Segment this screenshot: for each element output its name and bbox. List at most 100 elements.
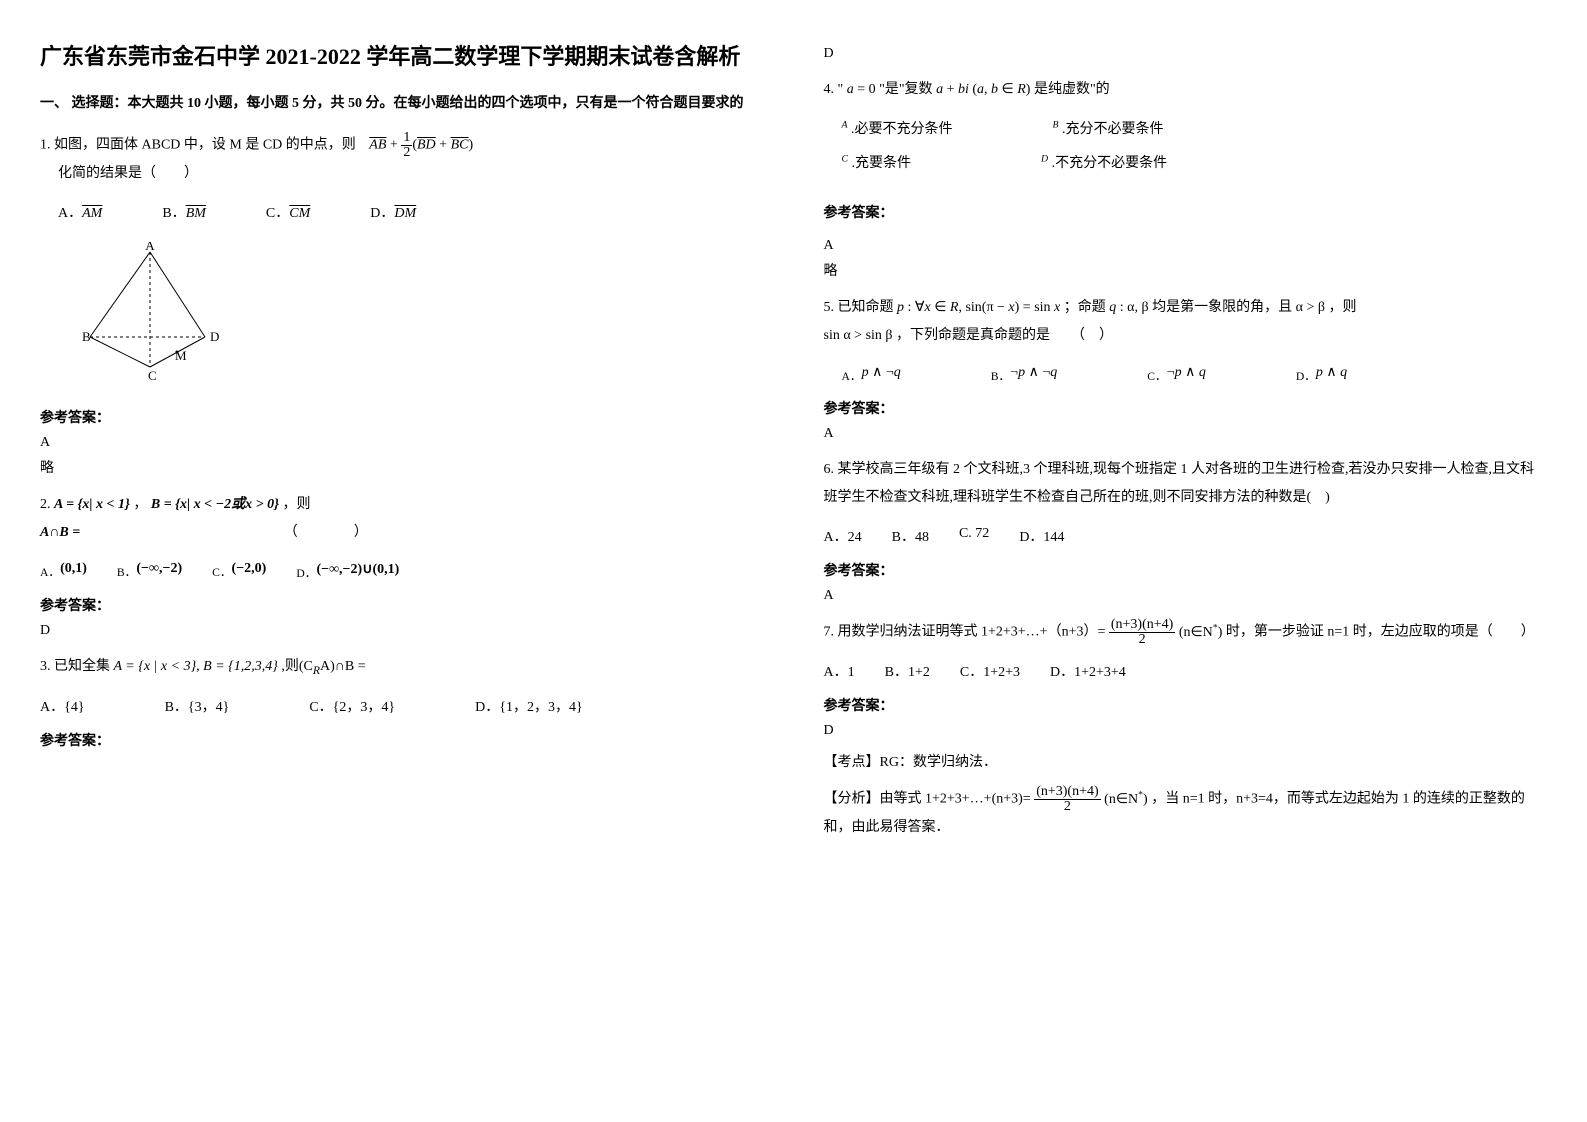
q5-options: A．p ∧ ¬q B．¬p ∧ ¬q C．¬p ∧ q D．p ∧ q	[842, 364, 1548, 384]
q1-opt-b: B．BM	[162, 202, 206, 222]
q6-answer-label: 参考答案：	[824, 560, 1548, 580]
right-column: D 4. " a = 0 "是"复数 a + bi (a, b ∈ R) 是纯虚…	[824, 40, 1548, 856]
q1-options: A．AM B．BM C．CM D．DM	[58, 202, 764, 222]
q5-opt-c: C．¬p ∧ q	[1147, 364, 1206, 384]
q4-answer-label: 参考答案：	[824, 202, 1548, 222]
q2-num: 2.	[40, 497, 51, 512]
q5-stem-d: ，则	[1328, 300, 1356, 315]
q2-options: A．(0,1) B．(−∞,−2) C．(−2,0) D．(−∞,−2)∪(0,…	[40, 561, 764, 581]
q2-tail: ，则	[282, 497, 310, 512]
q7-opt-c: C．1+2+3	[960, 661, 1020, 681]
q7-answer-label: 参考答案：	[824, 695, 1548, 715]
left-column: 广东省东莞市金石中学 2021-2022 学年高二数学理下学期期末试卷含解析 一…	[40, 40, 764, 856]
q1-stem-suffix: 化简的结果是（ ）	[58, 160, 764, 188]
q7-options: A．1 B．1+2 C．1+2+3 D．1+2+3+4	[824, 661, 1548, 681]
q7-opt-b: B．1+2	[885, 661, 930, 681]
q4-opt-c: C .充要条件	[842, 152, 912, 172]
q2-answer-label: 参考答案：	[40, 595, 764, 615]
question-7: 7. 用数学归纳法证明等式 1+2+3+…+（n+3）= (n+3)(n+4) …	[824, 618, 1548, 647]
q4-opt-a: A .必要不充分条件	[842, 118, 953, 138]
q4-expr: a + bi (a, b ∈ R)	[936, 82, 1030, 97]
q4-opt-d: D .不充分不必要条件	[1041, 152, 1167, 172]
q7-kaodian: 【考点】RG：数学归纳法．	[824, 751, 1548, 771]
q7-stem-c: 时，第一步验证 n=1 时，左边应取的项是（ ）	[1226, 625, 1535, 640]
q1-formula: AB + 12(BD + BC)	[369, 131, 473, 160]
svg-text:C: C	[148, 368, 157, 382]
q7-stem-b: (n∈N*)	[1179, 625, 1223, 640]
q7-fenxi-frac: (n+3)(n+4) 2	[1034, 785, 1100, 814]
q2-opt-d: D．(−∞,−2)∪(0,1)	[296, 561, 399, 581]
q1-stem-prefix: 1. 如图，四面体 ABCD 中，设 M 是 CD 的中点，则	[40, 138, 356, 153]
q3-opt-b: B．{3，4}	[165, 696, 230, 716]
q1-note: 略	[40, 457, 764, 477]
q5-q: q : α, β	[1109, 300, 1148, 315]
q5-line2a: sin α > sin β	[824, 328, 893, 343]
q3-options: A．{4} B．{3，4} C．{2，3，4} D．{1，2，3，4}	[40, 696, 764, 716]
q5-answer-label: 参考答案：	[824, 398, 1548, 418]
q3-opt-a: A．{4}	[40, 696, 85, 716]
q4-options: A .必要不充分条件 B .充分不必要条件 C .充要条件 D .不充分不必要条…	[842, 118, 1548, 172]
q6-answer: A	[824, 588, 1548, 604]
q7-stem-a: 7. 用数学归纳法证明等式 1+2+3+…+（n+3）=	[824, 625, 1106, 640]
q5-answer: A	[824, 426, 1548, 442]
q3-opt-c: C．{2，3，4}	[309, 696, 395, 716]
q7-fenxi: 【分析】由等式 1+2+3+…+(n+3)= (n+3)(n+4) 2 (n∈N…	[824, 785, 1548, 842]
q4-answer: A	[824, 238, 1548, 254]
q1-opt-c: C．CM	[266, 202, 310, 222]
q4-opt-b: B .充分不必要条件	[1052, 118, 1163, 138]
q7-fenxi-b: (n∈N*)	[1104, 792, 1148, 807]
q1-opt-d: D．DM	[370, 202, 416, 222]
question-2: 2. A = {x| x < 1} ， B = {x| x < −2或x > 0…	[40, 491, 764, 547]
svg-text:M: M	[175, 348, 187, 363]
q3-opt-d: D．{1，2，3，4}	[475, 696, 583, 716]
q2-opt-a: A．(0,1)	[40, 561, 87, 581]
q4-stem-b: "是"复数	[879, 82, 932, 97]
q7-fraction: (n+3)(n+4) 2	[1109, 618, 1175, 647]
question-4: 4. " a = 0 "是"复数 a + bi (a, b ∈ R) 是纯虚数"…	[824, 76, 1548, 104]
q5-stem-c: 均是第一象限的角，且	[1152, 300, 1292, 315]
q7-opt-a: A．1	[824, 661, 855, 681]
q6-opt-b: B．48	[892, 526, 929, 546]
question-3: 3. 已知全集 A = {x | x < 3}, B = {1,2,3,4} ,…	[40, 653, 764, 682]
section-1-header: 一、 选择题：本大题共 10 小题，每小题 5 分，共 50 分。在每小题给出的…	[40, 93, 764, 115]
q6-options: A．24 B．48 C. 72 D．144	[824, 526, 1548, 546]
q2-opt-c: C．(−2,0)	[212, 561, 266, 581]
doc-title: 广东省东莞市金石中学 2021-2022 学年高二数学理下学期期末试卷含解析	[40, 40, 764, 73]
svg-text:A: A	[145, 242, 155, 253]
q3-answer-label: 参考答案：	[40, 730, 764, 750]
q5-line2b: ，下列命题是真命题的是 （ ）	[896, 328, 1113, 343]
q7-fenxi-a: 【分析】由等式	[824, 792, 922, 807]
q7-fenxi-expr: 1+2+3+…+(n+3)=	[925, 792, 1031, 807]
q5-opt-a: A．p ∧ ¬q	[842, 364, 901, 384]
q5-opt-d: D．p ∧ q	[1296, 364, 1347, 384]
q3-sets: A = {x | x < 3}, B = {1,2,3,4}	[114, 659, 278, 674]
question-1: 1. 如图，四面体 ABCD 中，设 M 是 CD 的中点，则 AB + 12(…	[40, 131, 764, 188]
tetrahedron-diagram: A B C D M	[80, 242, 764, 387]
svg-text:D: D	[210, 329, 219, 344]
q5-stem-b: ；命题	[1064, 300, 1106, 315]
q3-stem-b: ,则(CRA)∩B =	[281, 659, 365, 674]
question-5: 5. 已知命题 p : ∀x ∈ R, sin(π − x) = sin x ；…	[824, 294, 1548, 350]
q3-answer: D	[824, 46, 1548, 62]
q1-answer-label: 参考答案：	[40, 407, 764, 427]
q4-stem-a: 4. "	[824, 82, 844, 97]
q5-opt-b: B．¬p ∧ ¬q	[991, 364, 1058, 384]
q6-opt-d: D．144	[1019, 526, 1064, 546]
q6-opt-a: A．24	[824, 526, 862, 546]
q1-answer: A	[40, 435, 764, 451]
q4-note: 略	[824, 260, 1548, 280]
q2-setA: A = {x| x < 1}	[54, 497, 130, 512]
q2-opt-b: B．(−∞,−2)	[117, 561, 182, 581]
q5-p: p : ∀x ∈ R, sin(π − x) = sin x	[897, 300, 1060, 315]
question-6: 6. 某学校高三年级有 2 个文科班,3 个理科班,现每个班指定 1 人对各班的…	[824, 456, 1548, 512]
q5-cond: α > β	[1296, 300, 1325, 315]
q6-opt-c: C. 72	[959, 526, 989, 546]
q2-paren: （ ）	[284, 525, 368, 540]
q7-answer: D	[824, 723, 1548, 739]
q2-setB: B = {x| x < −2或x > 0}	[151, 497, 279, 512]
q4-eq: a = 0	[847, 82, 876, 97]
q7-opt-d: D．1+2+3+4	[1050, 661, 1126, 681]
q5-stem-a: 5. 已知命题	[824, 300, 894, 315]
svg-text:B: B	[82, 329, 91, 344]
q2-intersection: A∩B =	[40, 525, 80, 540]
